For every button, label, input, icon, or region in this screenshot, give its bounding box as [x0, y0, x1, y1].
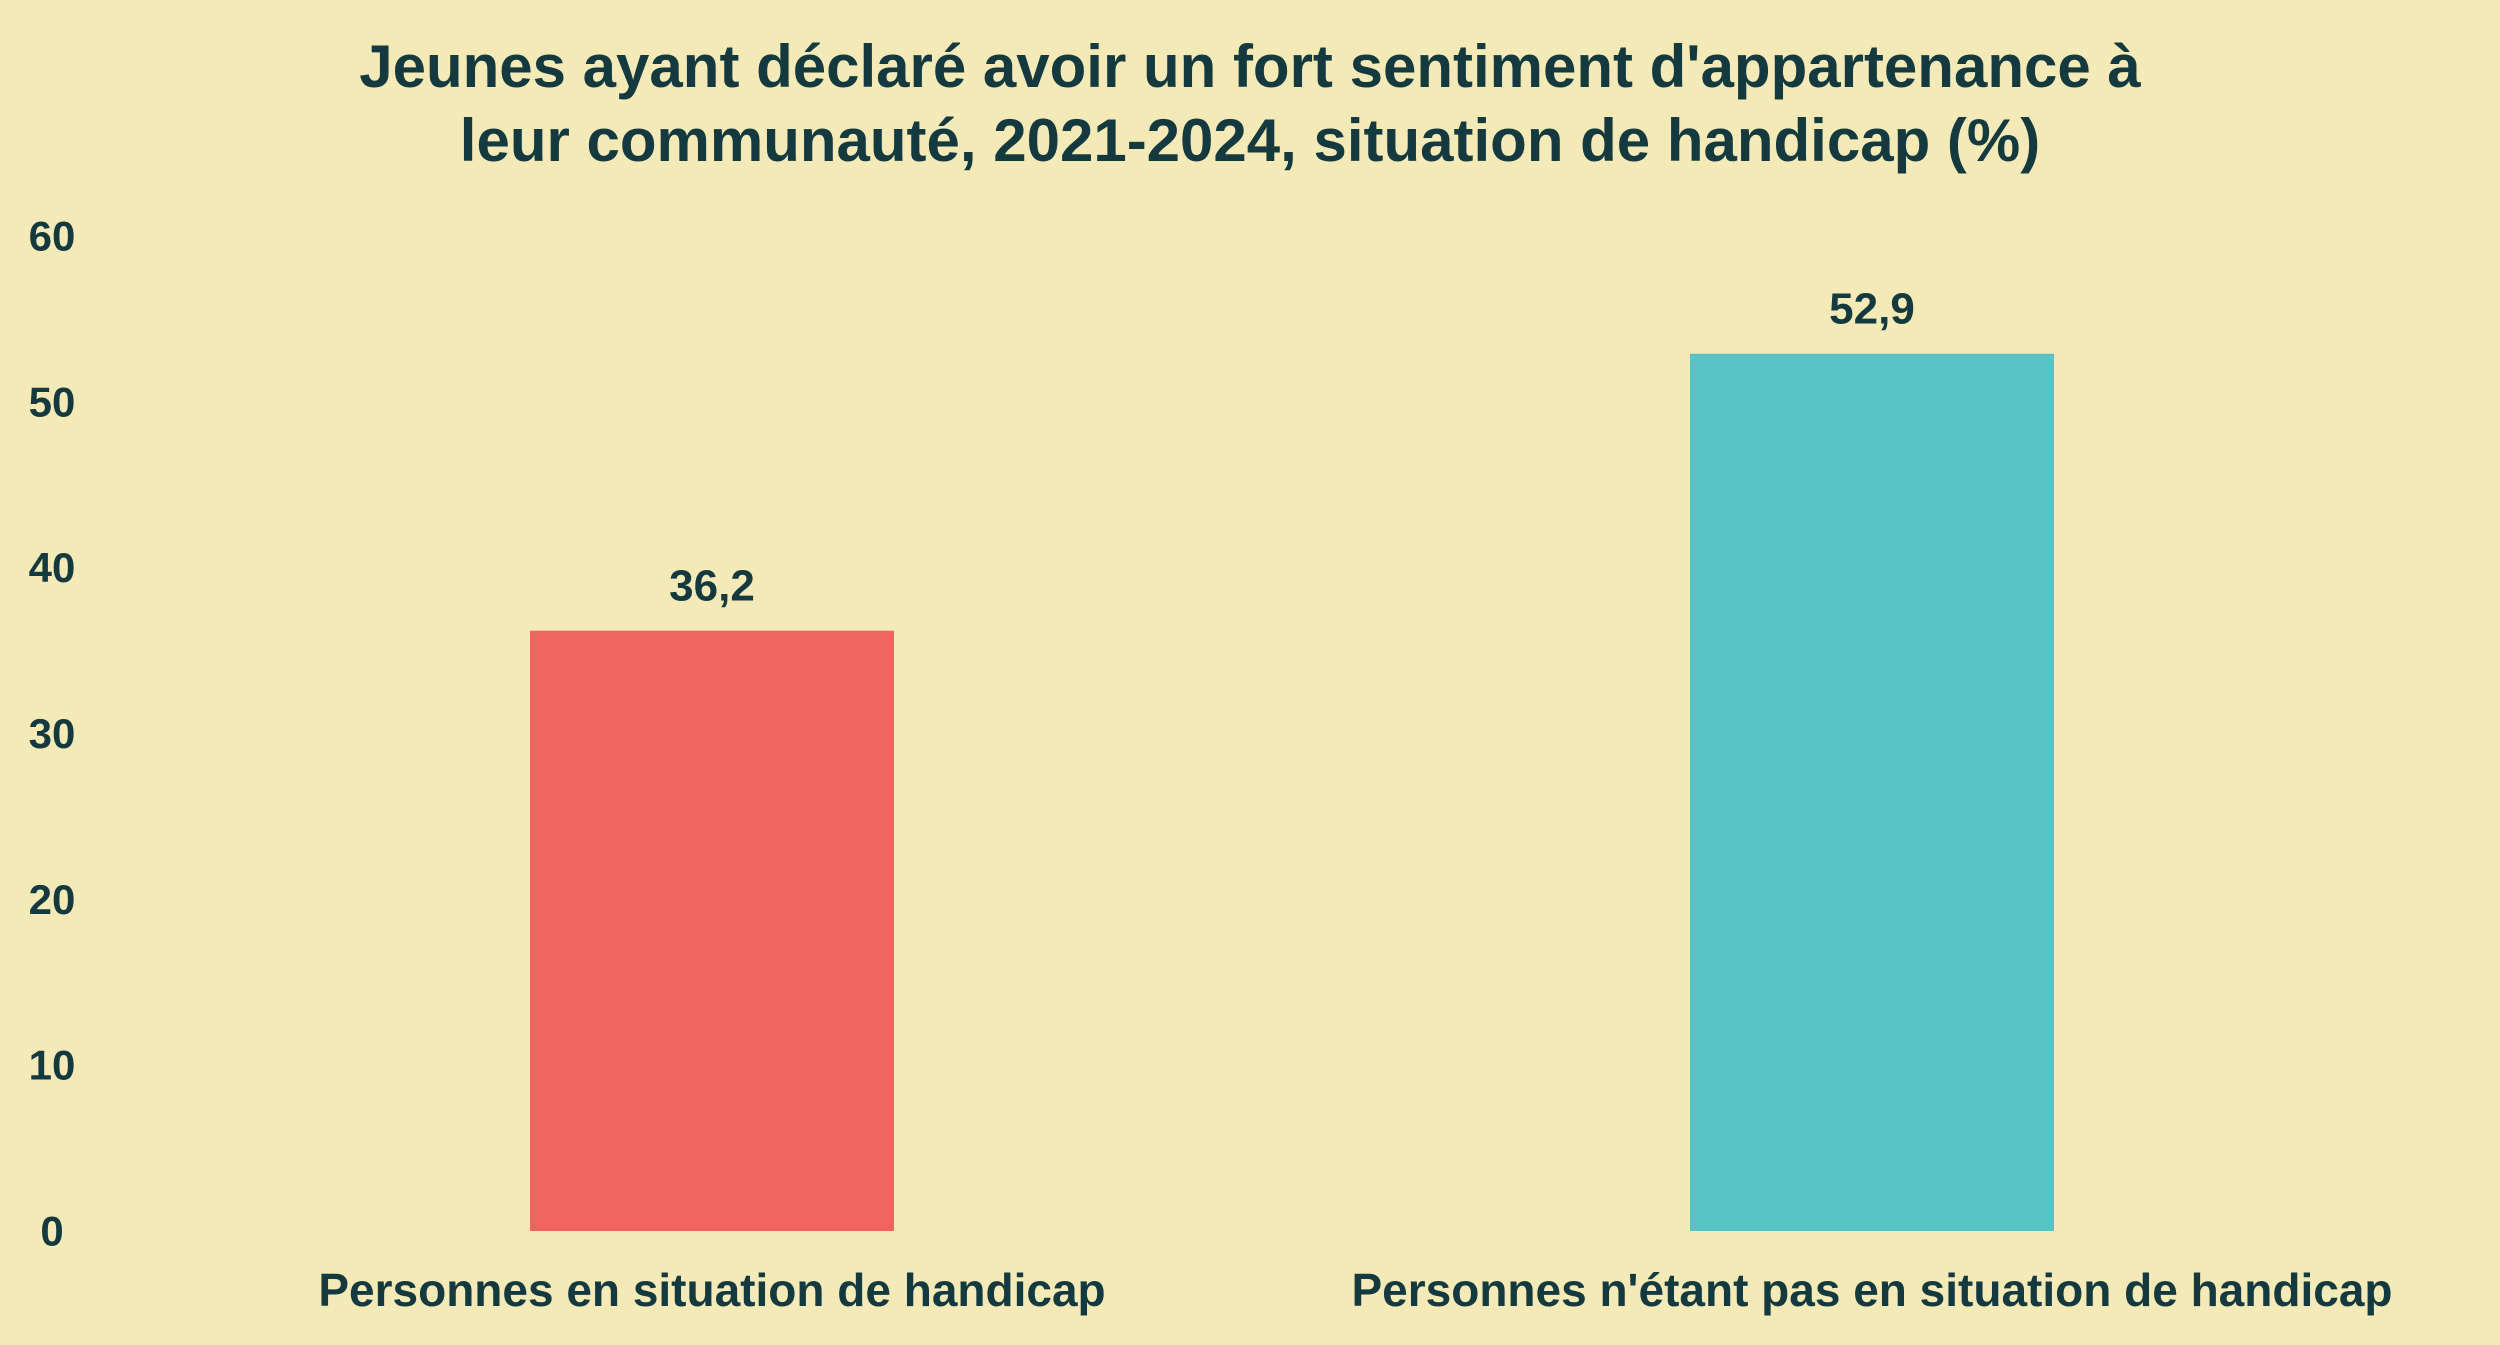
y-tick-label: 40 — [29, 544, 76, 591]
bar-value-label: 36,2 — [669, 562, 755, 611]
y-tick-label: 10 — [29, 1042, 76, 1089]
y-tick-label: 50 — [29, 378, 76, 425]
x-category-label: Personnes en situation de handicap — [318, 1264, 1105, 1316]
bar — [530, 630, 894, 1231]
bar — [1690, 353, 2054, 1231]
y-tick-label: 0 — [40, 1208, 63, 1255]
x-axis: Personnes en situation de handicap Person… — [318, 1264, 2392, 1316]
y-tick-label: 20 — [29, 876, 76, 923]
x-category-label: Personnes n'étant pas en situation de ha… — [1351, 1264, 2392, 1316]
y-tick-label: 60 — [29, 213, 76, 260]
y-axis: 0 10 20 30 40 50 60 — [29, 213, 76, 1255]
chart-title: Jeunes ayant déclaré avoir un fort senti… — [359, 33, 2141, 174]
y-tick-label: 30 — [29, 710, 76, 757]
bar-value-label: 52,9 — [1829, 285, 1915, 334]
bars: 36,2 52,9 — [530, 285, 2054, 1231]
